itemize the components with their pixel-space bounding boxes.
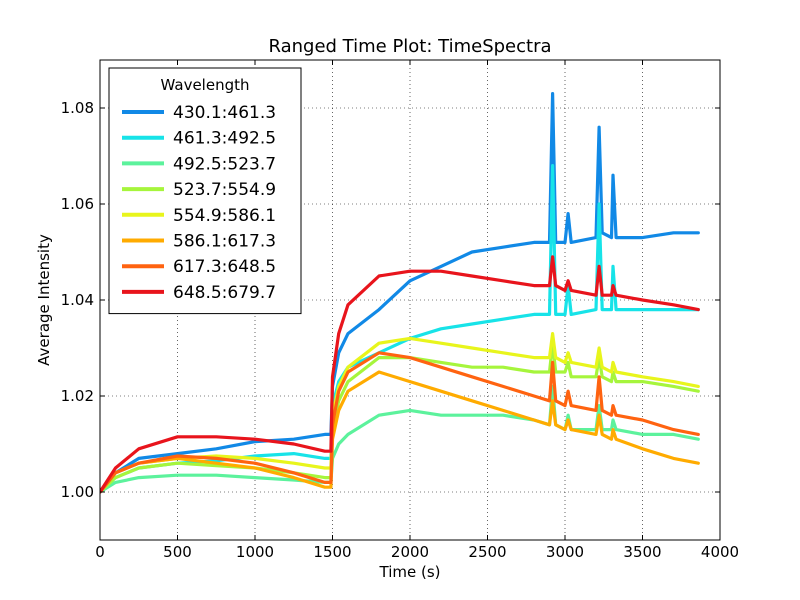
legend-label: 586.1:617.3 [173,232,276,252]
x-tick-label: 2000 [391,543,429,561]
y-tick-label: 1.04 [61,291,94,309]
y-axis-label: Average Intensity [35,234,53,366]
x-tick-label: 4000 [701,543,739,561]
x-tick-label: 500 [163,543,192,561]
legend-label: 617.3:648.5 [173,257,276,277]
legend-label: 492.5:523.7 [173,154,276,174]
legend-label: 648.5:679.7 [173,283,276,303]
x-tick-label: 3500 [623,543,661,561]
series-line [100,384,700,494]
chart-title: Ranged Time Plot: TimeSpectra [268,36,551,57]
y-tick-label: 1.08 [61,99,94,117]
y-tick-label: 1.06 [61,195,94,213]
ticks: 0 500 1000 1500 2000 2500 3000 3500 4000 1.00 1.02… [61,60,739,561]
legend: Wavelength 430.1:461.3 461.3:492.5 492.5:52… [108,67,302,315]
legend-label: 523.7:554.9 [173,180,276,200]
x-tick-label: 2500 [468,543,506,561]
legend-label: 554.9:586.1 [173,206,276,226]
series-line [100,164,700,494]
legend-title: Wavelength [161,76,250,94]
series-line [100,351,700,494]
legend-label: 430.1:461.3 [173,103,276,123]
x-tick-label: 0 [95,543,105,561]
legend-label: 461.3:492.5 [173,129,276,149]
x-axis-label: Time (s) [379,563,441,581]
series-lines [100,92,700,494]
y-tick-label: 1.00 [61,483,94,501]
x-tick-label: 1000 [236,543,274,561]
y-tick-label: 1.02 [61,387,94,405]
x-tick-label: 1500 [313,543,351,561]
series-line [100,332,700,494]
series-line [100,255,700,494]
x-tick-label: 3000 [546,543,584,561]
series-line [100,370,700,494]
